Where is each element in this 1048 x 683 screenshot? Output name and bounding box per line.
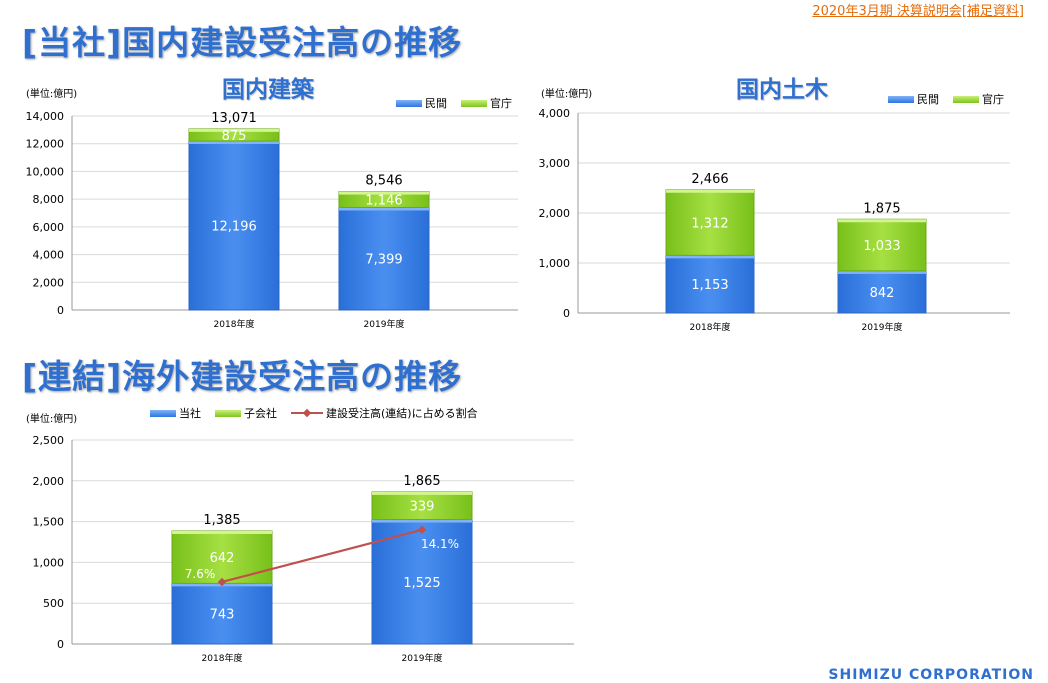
bar-highlight xyxy=(372,491,472,495)
legend-item-public: 官庁 xyxy=(953,91,1004,107)
bar-lower xyxy=(665,254,755,314)
total-label: 13,071 xyxy=(211,111,257,126)
share-line xyxy=(221,528,423,584)
total-label: 1,865 xyxy=(403,474,440,489)
legend-item-share-line: 建設受注高(連結)に占める割合 xyxy=(291,405,478,421)
bar-highlight xyxy=(838,219,926,223)
bar-highlight xyxy=(838,270,926,274)
legend-item-public: 官庁 xyxy=(461,95,512,111)
y-tick-label: 1,000 xyxy=(539,257,571,270)
y-tick-label: 4,000 xyxy=(539,107,571,120)
data-label: 339 xyxy=(410,500,435,515)
total-label: 1,875 xyxy=(863,201,900,216)
y-tick-label: 2,000 xyxy=(539,207,571,220)
data-label: 12,196 xyxy=(211,219,257,234)
y-tick-label: 2,000 xyxy=(33,276,65,289)
legend-item-subsidiary: 子会社 xyxy=(215,405,277,421)
y-tick-label: 0 xyxy=(57,638,64,651)
y-tick-label: 0 xyxy=(563,307,570,320)
total-label: 1,385 xyxy=(203,513,240,528)
legend-item-private: 民間 xyxy=(396,95,447,111)
overseas-section-title: [連結]海外建設受注高の推移 xyxy=(22,357,463,396)
document-note: 2020年3月期 決算説明会[補足資料] xyxy=(812,4,1024,19)
legend-item-parent: 当社 xyxy=(150,405,201,421)
chart-civil-unit: (単位:億円) xyxy=(541,89,593,100)
legend-item-private: 民間 xyxy=(888,91,939,107)
chart-building: 0 2,000 4,000 6,000 8,000 10,000 12,000 14,000 1… xyxy=(26,110,518,330)
bar-upper xyxy=(371,491,473,521)
data-label: 1,153 xyxy=(691,278,728,293)
chart-civil-title: 国内土木 xyxy=(736,77,828,103)
y-tick-label: 12,000 xyxy=(26,138,65,151)
total-label: 2,466 xyxy=(691,172,728,187)
x-tick-label: 2018年度 xyxy=(202,652,243,664)
bar-lower xyxy=(188,140,280,311)
data-label: 743 xyxy=(210,608,235,623)
bar-highlight xyxy=(372,519,472,523)
bar-highlight xyxy=(189,128,279,132)
y-tick-label: 2,500 xyxy=(33,434,65,447)
x-tick-label: 2019年度 xyxy=(364,318,405,330)
chart-overseas-legend: 当社 子会社 建設受注高(連結)に占める割合 xyxy=(142,405,478,421)
bar-highlight xyxy=(339,207,429,211)
bar-lower xyxy=(171,582,273,645)
data-label: 875 xyxy=(222,129,247,144)
data-label: 1,312 xyxy=(691,217,728,232)
company-logo: SHIMIZU CORPORATION xyxy=(828,667,1034,683)
y-tick-label: 1,000 xyxy=(33,556,65,569)
y-tick-label: 1,500 xyxy=(33,516,65,529)
x-tick-label: 2018年度 xyxy=(214,318,255,330)
y-tick-label: 6,000 xyxy=(33,221,65,234)
data-label: 1,525 xyxy=(403,576,440,591)
chart-civil: 0 1,000 2,000 3,000 4,000 1,153 1,312 2,466 2018… xyxy=(539,107,1010,333)
bar-upper xyxy=(665,189,755,256)
chart-building-unit: (単位:億円) xyxy=(26,89,78,100)
share-marker xyxy=(217,577,227,587)
y-tick-label: 500 xyxy=(43,597,64,610)
bar-lower xyxy=(338,206,430,311)
chart-building-legend: 民間 官庁 xyxy=(388,95,512,111)
y-tick-label: 4,000 xyxy=(33,249,65,262)
bar-highlight xyxy=(666,189,754,193)
bar-highlight xyxy=(339,191,429,195)
data-label: 842 xyxy=(870,286,895,301)
chart-building-title: 国内建築 xyxy=(222,77,314,103)
bar-highlight xyxy=(189,140,279,144)
data-label: 1,146 xyxy=(365,194,402,209)
data-label: 7,399 xyxy=(365,253,402,268)
share-label: 14.1% xyxy=(421,537,459,551)
x-tick-label: 2019年度 xyxy=(862,321,903,333)
bar-lower xyxy=(837,270,927,314)
share-label: 7.6% xyxy=(185,567,216,581)
chart-overseas: 0 500 1,000 1,500 2,000 2,500 743 642 1,385 2018年… xyxy=(33,434,574,664)
total-label: 8,546 xyxy=(365,174,402,189)
x-tick-label: 2019年度 xyxy=(402,652,443,664)
data-label: 642 xyxy=(210,551,235,566)
domestic-section-title: [当社]国内建設受注高の推移 xyxy=(22,23,463,62)
y-tick-label: 10,000 xyxy=(26,165,65,178)
bar-highlight xyxy=(172,530,272,534)
data-label: 1,033 xyxy=(863,239,900,254)
y-tick-label: 2,000 xyxy=(33,475,65,488)
x-tick-label: 2018年度 xyxy=(690,321,731,333)
bar-upper xyxy=(837,218,927,272)
y-tick-label: 3,000 xyxy=(539,157,571,170)
chart-civil-legend: 民間 官庁 xyxy=(880,91,1004,107)
bar-highlight xyxy=(666,255,754,259)
y-tick-label: 14,000 xyxy=(26,110,65,123)
chart-overseas-unit: (単位:億円) xyxy=(26,414,78,425)
y-tick-label: 8,000 xyxy=(33,193,65,206)
y-tick-label: 0 xyxy=(57,304,64,317)
